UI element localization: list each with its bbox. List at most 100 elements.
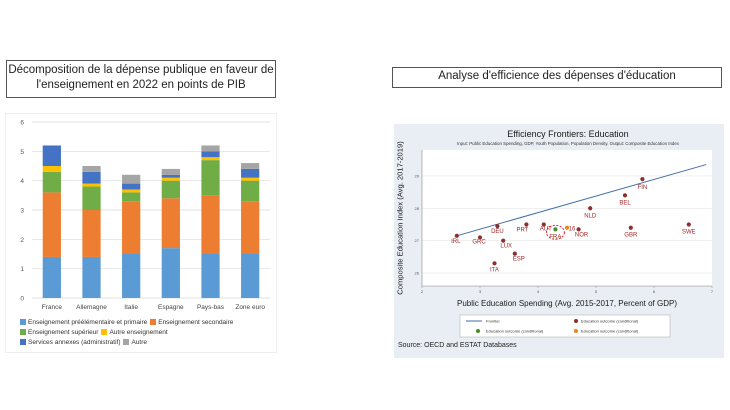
data-label-grc: GRC <box>472 239 486 245</box>
legend-item: Services annexes (administratif) <box>20 338 120 348</box>
bar-segment <box>201 151 220 158</box>
data-label-nld: NLD <box>584 213 597 219</box>
bar-segment <box>122 174 141 184</box>
bar-segment <box>122 254 141 298</box>
y-tick-label: 6 <box>20 120 24 127</box>
x-tick-label: Italie <box>124 304 138 311</box>
bar-segment <box>201 145 220 152</box>
legend-label: Education outcome (conditional) <box>581 319 639 324</box>
y-tick-label: 1 <box>20 266 24 273</box>
legend-item: Enseignement préélémentaire et primaire <box>20 318 147 328</box>
x-tick-label: 4 <box>537 289 540 294</box>
bar-chart-legend: Enseignement préélémentaire et primaire E… <box>20 318 274 348</box>
data-point-prt <box>524 222 529 227</box>
legend-swatch <box>123 339 130 345</box>
data-point-grc <box>477 235 483 240</box>
data-point-fin <box>640 177 645 182</box>
bar-segment <box>161 174 180 178</box>
legend-label: Education outcome (conditional) <box>486 329 544 334</box>
data-point-lux <box>501 238 506 243</box>
y-tick-label: 28 <box>415 206 420 211</box>
data-point-gbr <box>628 225 633 230</box>
x-tick-label: 5 <box>595 289 598 294</box>
bar-segment <box>42 171 61 193</box>
scatter-title: Efficiency Frontiers: Education <box>507 129 628 139</box>
legend-red-dot <box>574 319 578 323</box>
bar-segment <box>241 180 260 202</box>
y-tick-label: 2 <box>20 237 24 244</box>
data-point-esp <box>512 251 517 256</box>
legend-label: Enseignement supérieur <box>28 329 99 336</box>
bar-segment <box>241 168 260 178</box>
bar-segment <box>42 256 61 298</box>
data-label-16: 16 <box>569 227 576 233</box>
bar-segment <box>201 157 220 161</box>
x-tick-label: 7 <box>711 289 714 294</box>
bar-segment <box>122 192 141 202</box>
bar-segment <box>82 183 101 187</box>
bar-segment <box>82 210 101 257</box>
data-label-esp: ESP <box>513 257 525 263</box>
x-tick-label: 2 <box>421 289 424 294</box>
data-point-deu <box>495 223 500 229</box>
bar-segment <box>122 183 141 190</box>
scatter-subtitle: Input: Public Education Spending, GDP, Y… <box>457 141 680 146</box>
bar-segment <box>122 189 141 193</box>
legend-swatch <box>20 319 26 325</box>
legend-label: Autre enseignement <box>109 329 168 336</box>
bar-segment <box>161 198 180 249</box>
frontier-line <box>456 164 707 237</box>
bar-segment <box>241 177 260 181</box>
y-tick-label: 4 <box>20 178 24 185</box>
left-chart-title: Décomposition de la dépense publique en … <box>6 60 276 98</box>
bar-segment <box>161 168 180 175</box>
efficiency-frontier-chart: Efficiency Frontiers: Education Input: Pu… <box>396 129 714 338</box>
bar-segment <box>82 166 101 172</box>
x-tick-label: 6 <box>653 289 656 294</box>
legend-label: Education outcome (conditional) <box>581 329 639 334</box>
y-tick-label: 26 <box>415 271 420 276</box>
bar-segment <box>241 201 260 254</box>
legend-green-dot <box>476 329 480 333</box>
legend-item: Autre <box>123 338 147 348</box>
data-label-irl: IRL <box>451 239 461 245</box>
data-point-16 <box>564 225 570 230</box>
efficiency-frontier-chart-panel: Efficiency Frontiers: Education Input: Pu… <box>394 124 724 358</box>
legend-label: Services annexes (administratif) <box>28 339 121 346</box>
data-label-fin: FIN <box>638 185 648 191</box>
right-chart-title: Analyse d'efficience des dépenses d'éduc… <box>392 67 722 88</box>
bar-segment <box>201 254 220 298</box>
x-tick-label: France <box>42 304 63 311</box>
legend-swatch <box>150 319 157 325</box>
data-label-ita: ITA <box>490 267 499 273</box>
bar-segment <box>42 166 61 172</box>
legend-swatch <box>20 329 26 335</box>
legend-swatch <box>20 339 26 345</box>
y-axis-label: Composite Education Index (Avg. 2017-201… <box>396 141 405 295</box>
data-label-deu: DEU <box>491 229 504 235</box>
stacked-bar-chart-panel: 0 1 2 3 4 5 6 France Allemagne Italie Espagne Pays-… <box>6 114 276 352</box>
bar-segment <box>201 195 220 254</box>
data-point-bel <box>622 193 628 198</box>
scatter-legend <box>459 314 671 338</box>
x-tick-label: 3 <box>479 289 482 294</box>
highlight-circle <box>545 224 565 240</box>
data-point-swe <box>686 222 691 227</box>
bar-segment <box>161 180 180 199</box>
y-tick-label: 0 <box>20 296 24 303</box>
legend-label: Autre <box>131 339 148 346</box>
plot-area <box>422 150 712 286</box>
y-tick-label: 5 <box>20 149 24 156</box>
legend-item: Enseignement supérieur <box>20 328 98 338</box>
data-point-nor <box>576 227 581 232</box>
bar-segment <box>241 254 260 298</box>
data-label-fra: FRA <box>549 234 561 240</box>
y-tick-label: 3 <box>20 208 24 215</box>
data-label-lux: LUX <box>500 244 512 250</box>
data-point-ita <box>492 261 497 266</box>
data-label-aut: AUT <box>540 226 552 232</box>
legend-label: Frontier <box>486 319 500 324</box>
data-point-irl <box>454 233 459 238</box>
bar-segment <box>161 248 180 298</box>
bar-segment <box>241 163 260 169</box>
